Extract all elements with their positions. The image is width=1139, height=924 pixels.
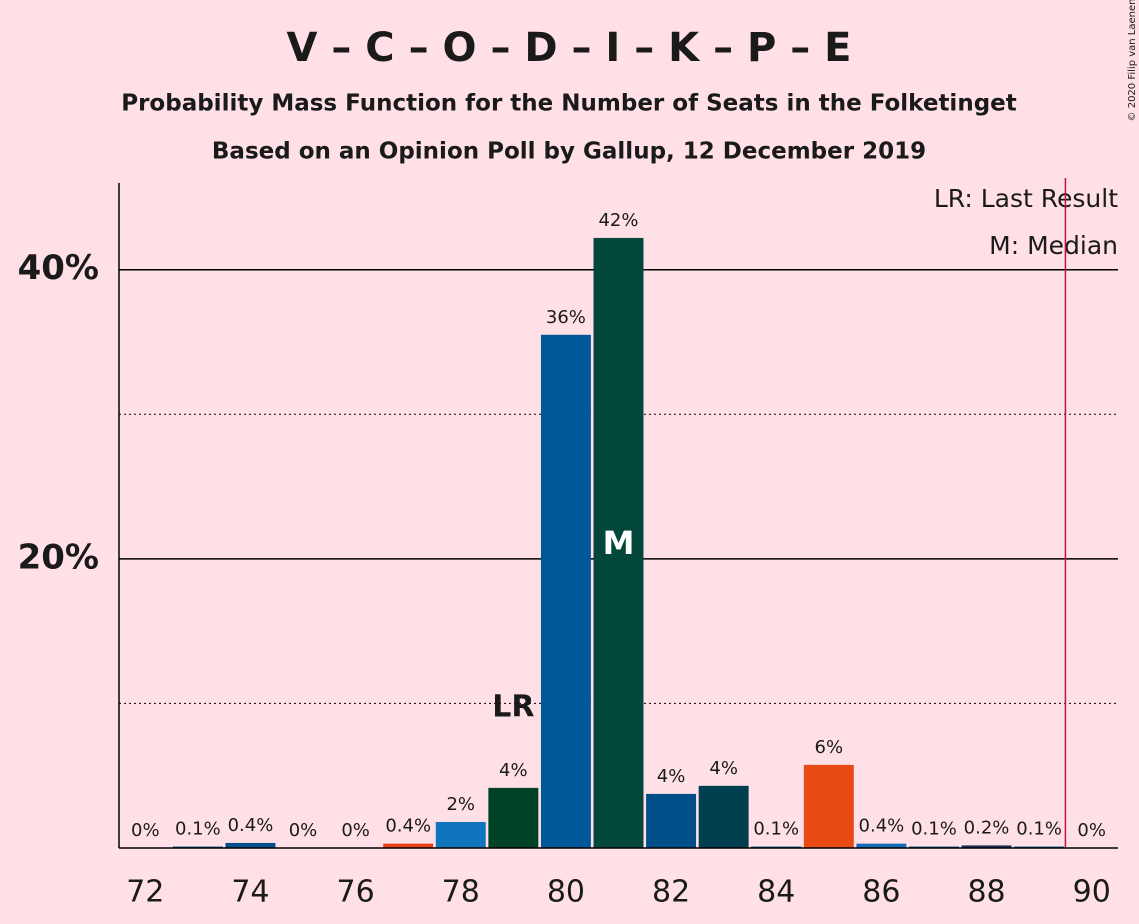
x-tick-label: 74: [231, 875, 269, 910]
value-label: 0%: [341, 820, 370, 841]
chart-subtitle: Probability Mass Function for the Number…: [121, 91, 1017, 117]
bar: [856, 843, 907, 848]
value-label: 0.1%: [911, 819, 957, 840]
last-result-label: LR: [492, 689, 534, 724]
bar: [540, 334, 591, 849]
y-tick-label: 40%: [18, 248, 99, 288]
x-tick-label: 90: [1073, 875, 1111, 910]
value-label: 4%: [657, 766, 686, 787]
value-label: 0.2%: [964, 817, 1010, 838]
x-tick-label: 78: [442, 875, 480, 910]
bar: [488, 787, 539, 848]
x-tick-label: 88: [967, 875, 1005, 910]
y-tick-label: 20%: [18, 537, 99, 577]
value-label: 4%: [709, 758, 738, 779]
chart-title: V – C – O – D – I – K – P – E: [287, 25, 852, 71]
legend-entry: LR: Last Result: [934, 184, 1118, 213]
value-label: 0.4%: [385, 816, 431, 837]
median-label: M: [603, 524, 635, 562]
bar: [225, 842, 276, 848]
value-label: 0%: [1077, 820, 1106, 841]
chart-subtitle: Based on an Opinion Poll by Gallup, 12 D…: [212, 139, 926, 165]
bar: [646, 793, 697, 848]
value-label: 2%: [446, 794, 475, 815]
bar: [803, 764, 854, 848]
value-label: 4%: [499, 760, 528, 781]
value-label: 0.1%: [175, 819, 221, 840]
x-tick-label: 72: [126, 875, 164, 910]
value-label: 6%: [815, 737, 844, 758]
value-label: 36%: [546, 307, 586, 328]
value-label: 0%: [289, 820, 318, 841]
copyright: © 2020 Filip van Laenen: [1127, 0, 1138, 121]
value-label: 0.1%: [1016, 819, 1062, 840]
bar: [435, 821, 486, 848]
x-tick-label: 86: [862, 875, 900, 910]
value-label: 0%: [131, 820, 160, 841]
bar: [961, 845, 1012, 848]
x-tick-label: 82: [652, 875, 690, 910]
legend-entry: M: Median: [989, 231, 1118, 260]
x-tick-label: 76: [337, 875, 375, 910]
bar: [698, 785, 749, 848]
bar: [383, 843, 434, 848]
value-label: 0.4%: [859, 816, 905, 837]
x-tick-label: 84: [757, 875, 795, 910]
bar: [593, 237, 644, 848]
value-label: 0.1%: [753, 819, 799, 840]
value-label: 0.4%: [228, 815, 274, 836]
value-label: 42%: [598, 210, 638, 231]
x-tick-label: 80: [547, 875, 585, 910]
